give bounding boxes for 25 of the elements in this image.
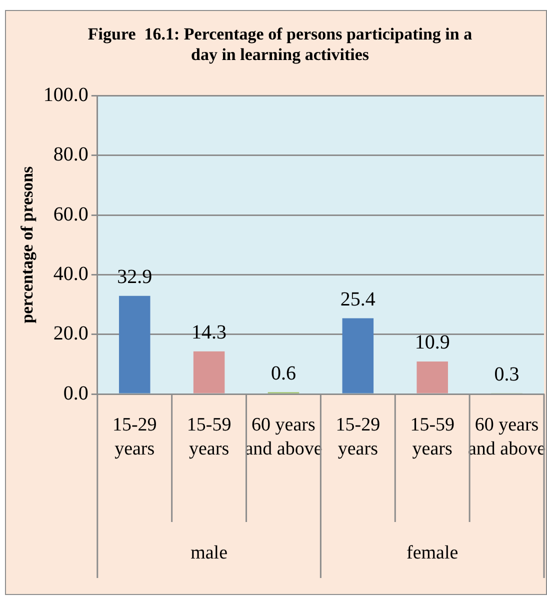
text: male [190,542,228,564]
data-label: 0.3 [494,363,520,386]
bar [416,361,448,394]
data-label: 14.3 [192,322,227,344]
x-tick-label: 15-29 years [336,414,380,460]
y-tick-label: 80.0 [53,144,88,166]
y-tick-label: 20.0 [53,322,88,345]
x-tick-label: 15-29 years [112,414,157,460]
bar [342,318,374,394]
chart-title: Figure 16.1: Percentage of persons participating in a day in learning activities [88,24,473,64]
y-axis-title: percentage of presons [18,166,37,324]
y-tick-label: 60.0 [53,203,88,226]
data-label: 25.4 [340,288,376,311]
bar [118,296,150,394]
text: female [406,542,458,564]
x-tick-label: 60 years and above [468,414,546,460]
x-tick-label: 15-59 years [410,414,455,460]
y-tick-label: 40.0 [53,262,88,285]
data-label: 32.9 [117,266,152,288]
data-label: 10.9 [414,332,450,354]
bar [193,351,225,394]
data-label: 0.6 [270,362,296,384]
x-tick-label: 15-59 years [186,414,232,460]
y-tick-label: 100.0 [43,84,88,106]
y-tick-label: 0.0 [63,382,88,404]
